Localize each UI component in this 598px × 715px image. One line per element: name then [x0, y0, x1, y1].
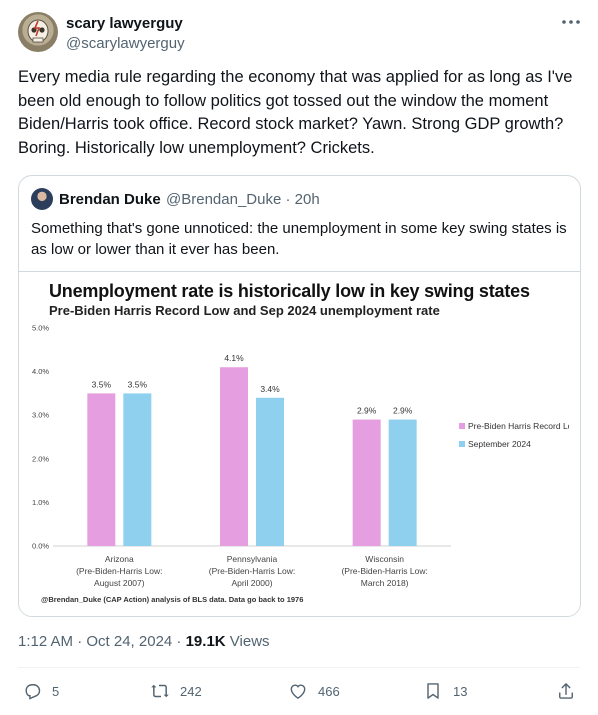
bar-data-label: 4.1% [224, 353, 244, 363]
bar-sep-2024 [123, 393, 152, 546]
chart-subtitle: Pre-Biden Harris Record Low and Sep 2024… [49, 303, 440, 318]
legend-swatch [459, 423, 465, 429]
x-category-label: Pennsylvania [227, 554, 278, 564]
x-category-label: Arizona [105, 554, 134, 564]
reply-icon [25, 684, 41, 700]
share-button[interactable] [556, 676, 576, 706]
y-tick-label: 5.0% [32, 324, 49, 333]
bar-sep-2024 [256, 397, 284, 546]
repost-icon [151, 684, 169, 698]
share-icon [559, 683, 573, 699]
bookmark-count: 13 [453, 683, 468, 699]
tweet-text: Every media rule regarding the economy t… [18, 68, 573, 157]
legend-label: September 2024 [468, 439, 531, 449]
chart-title: Unemployment rate is historically low in… [49, 281, 530, 301]
legend-swatch [459, 441, 465, 447]
reply-count: 5 [52, 683, 60, 699]
skull-logo-icon [27, 19, 49, 43]
quote-text: Something that's gone unnoticed: the une… [31, 220, 567, 258]
views-count: 19.1K [185, 633, 226, 650]
x-category-label: (Pre-Biden-Harris Low: [209, 566, 295, 576]
author-handle[interactable]: @scarylawyerguy [66, 35, 185, 52]
tweet-timestamp[interactable]: 1:12 AM · Oct 24, 2024 · [18, 633, 186, 650]
chart: Unemployment rate is historically low in… [29, 272, 569, 615]
like-count: 466 [318, 683, 340, 699]
x-category-label: (Pre-Biden-Harris Low: [341, 566, 427, 576]
heart-icon [290, 684, 306, 699]
chart-plot: 0.0% 1.0% 2.0% 3.0% 4.0% 5.0% 3.5% 3.5% Arizona (… [32, 324, 569, 589]
like-button[interactable]: 466 [288, 676, 340, 706]
quoted-tweet[interactable]: Brendan Duke @Brendan_Duke · 20h Somethi… [18, 175, 581, 617]
bar-pre-biden-low [352, 419, 381, 546]
tweet-meta: 1:12 AM · Oct 24, 2024 · 19.1K Views [18, 633, 270, 650]
x-category-label: August 2007) [94, 578, 145, 588]
y-tick-label: 2.0% [32, 454, 49, 463]
x-category-label: April 2000) [231, 578, 272, 588]
bar-data-label: 2.9% [357, 406, 377, 416]
action-bar: 5 242 466 13 [18, 676, 580, 706]
bar-pre-biden-low [220, 367, 248, 546]
bookmark-icon [427, 683, 439, 699]
avatar[interactable] [18, 12, 58, 52]
author-name[interactable]: scary lawyerguy [66, 15, 183, 32]
quote-author-handle: @Brendan_Duke · 20h [166, 191, 320, 208]
x-category-label: March 2018) [361, 578, 409, 588]
bookmark-button[interactable]: 13 [423, 676, 467, 706]
legend-label: Pre-Biden Harris Record Low [468, 421, 569, 431]
x-category-label: (Pre-Biden-Harris Low: [76, 566, 162, 576]
repost-button[interactable]: 242 [150, 676, 202, 706]
x-category-label: Wisconsin [365, 554, 404, 564]
divider [18, 667, 580, 668]
reply-button[interactable]: 5 [22, 676, 59, 706]
y-tick-label: 0.0% [32, 542, 49, 551]
chart-source-note: @Brendan_Duke (CAP Action) analysis of B… [41, 595, 304, 604]
bar-data-label: 3.5% [128, 379, 148, 389]
y-tick-label: 1.0% [32, 498, 49, 507]
y-tick-label: 4.0% [32, 367, 49, 376]
tweet-header: scary lawyerguy @scarylawyerguy [18, 12, 584, 56]
repost-count: 242 [180, 683, 202, 699]
bar-data-label: 2.9% [393, 406, 413, 416]
bar-sep-2024 [388, 419, 417, 546]
bar-data-label: 3.5% [92, 379, 112, 389]
quote-author-name: Brendan Duke [59, 191, 161, 208]
bar-pre-biden-low [87, 393, 116, 546]
chart-image[interactable]: Unemployment rate is historically low in… [19, 271, 580, 616]
quote-avatar [31, 188, 53, 210]
bar-data-label: 3.4% [260, 384, 280, 394]
y-tick-label: 3.0% [32, 411, 49, 420]
views-label: Views [225, 633, 270, 650]
more-icon[interactable] [560, 14, 582, 30]
